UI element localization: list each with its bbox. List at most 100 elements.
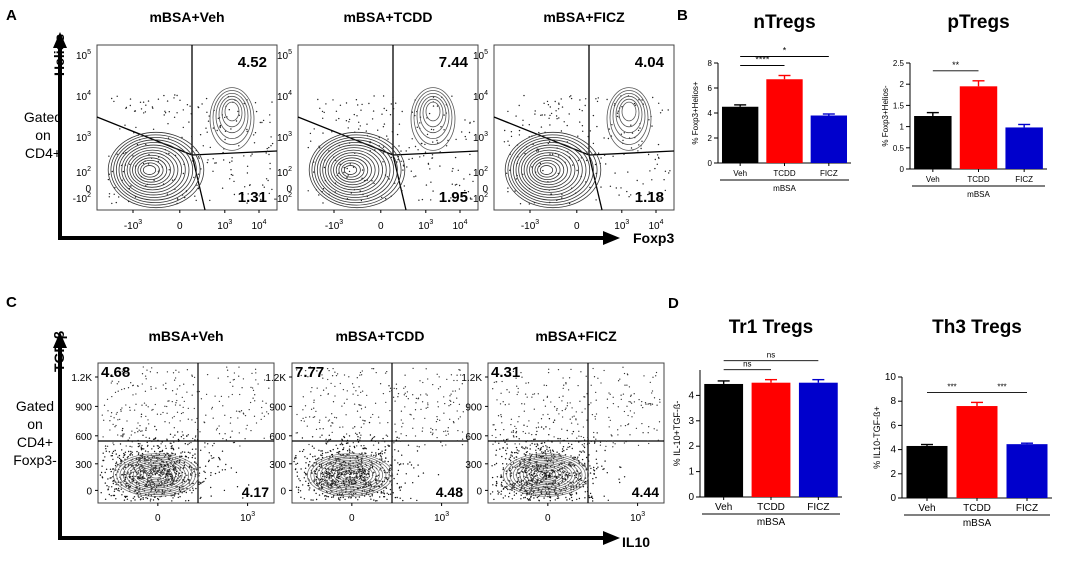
event-dot bbox=[548, 368, 550, 370]
event-dot bbox=[124, 495, 126, 498]
event-dot bbox=[450, 374, 453, 376]
event-dot bbox=[584, 491, 586, 493]
event-dot bbox=[585, 469, 587, 471]
event-dot bbox=[596, 125, 598, 128]
event-dot bbox=[192, 489, 194, 491]
event-dot bbox=[168, 470, 170, 473]
event-dot bbox=[386, 498, 388, 501]
event-dot bbox=[659, 198, 661, 200]
event-dot bbox=[389, 390, 391, 393]
event-dot bbox=[596, 468, 598, 470]
event-dot bbox=[501, 380, 503, 383]
y-tick-exponent: 2 bbox=[484, 166, 488, 173]
event-dot bbox=[307, 190, 309, 192]
event-dot bbox=[232, 441, 235, 444]
event-dot bbox=[568, 377, 571, 379]
event-dot bbox=[174, 469, 176, 471]
event-dot bbox=[321, 450, 323, 452]
event-dot bbox=[413, 418, 415, 420]
event-dot bbox=[294, 458, 296, 460]
event-dot bbox=[169, 455, 172, 457]
y-tick-label: 103 bbox=[473, 131, 488, 144]
event-dot bbox=[576, 169, 578, 172]
event-dot bbox=[144, 450, 147, 452]
event-dot bbox=[578, 486, 581, 488]
event-dot bbox=[450, 400, 452, 402]
event-dot bbox=[504, 373, 507, 376]
event-dot bbox=[347, 472, 349, 475]
event-dot bbox=[151, 473, 153, 475]
event-dot bbox=[648, 426, 650, 428]
event-dot bbox=[359, 371, 362, 374]
event-dot bbox=[215, 162, 217, 164]
event-dot bbox=[381, 453, 383, 455]
y-tick-label: 1.2K bbox=[461, 373, 482, 384]
event-dot bbox=[236, 486, 239, 488]
event-dot bbox=[108, 193, 111, 195]
event-dot bbox=[527, 382, 530, 384]
event-dot bbox=[582, 426, 585, 428]
event-dot bbox=[357, 441, 360, 443]
event-dot bbox=[543, 428, 545, 430]
event-dot bbox=[406, 166, 408, 168]
event-dot bbox=[366, 123, 368, 125]
x-tick-base: 10 bbox=[630, 513, 642, 524]
event-dot bbox=[566, 499, 568, 501]
event-dot bbox=[579, 99, 581, 101]
event-dot bbox=[302, 417, 304, 420]
event-dot bbox=[197, 437, 199, 439]
contour-ring bbox=[326, 463, 374, 487]
event-dot bbox=[522, 173, 524, 175]
event-dot bbox=[627, 414, 629, 417]
event-dot bbox=[401, 426, 403, 428]
event-dot bbox=[171, 478, 174, 480]
event-dot bbox=[195, 487, 197, 490]
event-dot bbox=[617, 434, 619, 436]
event-dot bbox=[448, 405, 450, 407]
event-dot bbox=[124, 478, 127, 480]
event-dot bbox=[213, 442, 215, 445]
event-dot bbox=[587, 436, 589, 439]
event-dot bbox=[193, 407, 195, 410]
event-dot bbox=[638, 144, 640, 146]
event-dot bbox=[500, 474, 502, 476]
event-dot bbox=[431, 433, 434, 436]
event-dot bbox=[164, 454, 167, 456]
y-tick-label: 0 bbox=[86, 486, 92, 497]
event-dot bbox=[135, 403, 137, 405]
event-dot bbox=[558, 117, 560, 119]
contour-ring bbox=[425, 101, 441, 122]
event-dot bbox=[588, 403, 590, 406]
event-dot bbox=[242, 378, 245, 380]
event-dot bbox=[400, 160, 402, 162]
event-dot bbox=[151, 106, 154, 108]
event-dot bbox=[347, 479, 350, 482]
event-dot bbox=[187, 451, 190, 453]
y-axis-marker-label: Helios bbox=[51, 34, 67, 76]
event-dot bbox=[138, 496, 140, 498]
event-dot bbox=[335, 374, 338, 377]
event-dot bbox=[108, 173, 111, 175]
event-dot bbox=[137, 472, 140, 474]
event-dot bbox=[169, 473, 171, 476]
event-dot bbox=[604, 449, 606, 452]
event-dot bbox=[564, 454, 567, 456]
event-dot bbox=[140, 447, 143, 450]
event-dot bbox=[582, 450, 584, 452]
x-tick-exponent: 3 bbox=[429, 219, 433, 226]
event-dot bbox=[510, 451, 513, 453]
event-dot bbox=[382, 437, 384, 440]
event-dot bbox=[583, 451, 586, 453]
event-dot bbox=[411, 111, 414, 113]
event-dot bbox=[162, 460, 164, 463]
event-dot bbox=[593, 466, 595, 469]
event-dot bbox=[581, 458, 584, 461]
event-dot bbox=[456, 379, 458, 382]
event-dot bbox=[587, 486, 589, 488]
event-dot bbox=[342, 496, 344, 499]
event-dot bbox=[110, 495, 112, 497]
event-dot bbox=[325, 476, 327, 479]
event-dot bbox=[537, 444, 539, 446]
x-tick-label: 103 bbox=[434, 511, 449, 524]
